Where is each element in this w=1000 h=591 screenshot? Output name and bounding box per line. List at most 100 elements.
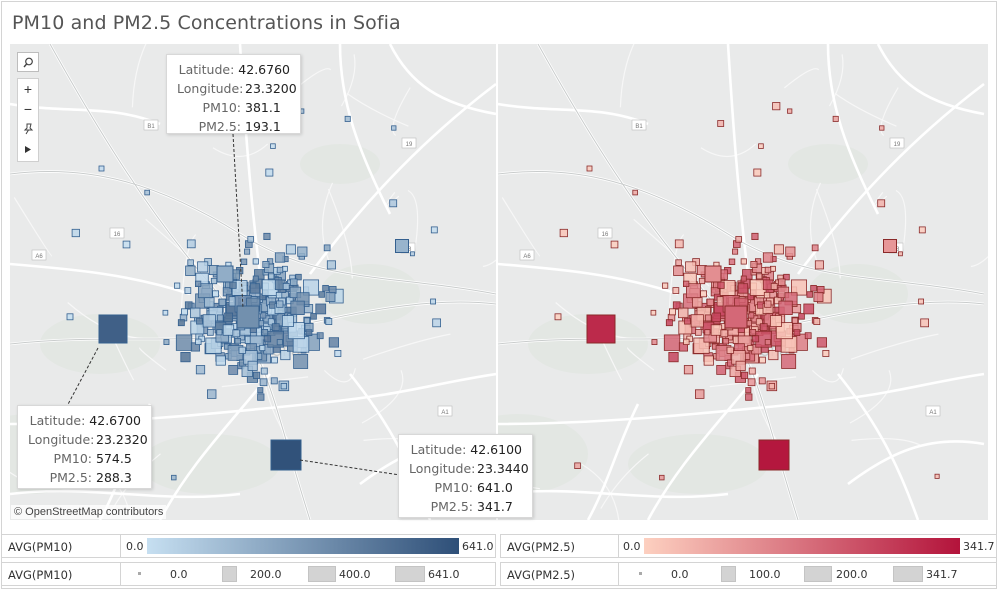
measurement-marker[interactable] (234, 337, 241, 345)
measurement-marker[interactable] (803, 303, 815, 315)
measurement-marker[interactable] (877, 199, 886, 208)
measurement-marker[interactable] (259, 344, 266, 351)
measurement-marker[interactable] (334, 349, 342, 357)
measurement-marker[interactable] (252, 275, 259, 282)
measurement-marker[interactable] (918, 226, 926, 234)
measurement-marker[interactable] (260, 367, 268, 375)
measurement-marker[interactable] (238, 346, 246, 354)
measurement-marker[interactable] (756, 273, 763, 280)
measurement-marker[interactable] (781, 353, 797, 369)
measurement-marker[interactable] (186, 239, 196, 249)
measurement-marker[interactable] (184, 287, 192, 294)
measurement-marker[interactable] (293, 353, 309, 369)
measurement-marker[interactable] (267, 318, 275, 326)
measurement-marker[interactable] (271, 356, 278, 364)
high-concentration-marker[interactable] (216, 265, 234, 283)
measurement-marker[interactable] (184, 301, 193, 309)
measurement-marker[interactable] (290, 300, 305, 316)
measurement-marker[interactable] (813, 318, 821, 326)
measurement-marker[interactable] (218, 298, 226, 306)
measurement-marker[interactable] (276, 300, 284, 308)
measurement-marker[interactable] (747, 344, 754, 351)
measurement-marker[interactable] (768, 349, 779, 361)
measurement-marker[interactable] (685, 261, 697, 273)
measurement-marker[interactable] (677, 307, 689, 319)
measurement-marker[interactable] (668, 308, 676, 316)
measurement-marker[interactable] (659, 474, 665, 481)
measurement-marker[interactable] (197, 261, 209, 273)
measurement-marker[interactable] (249, 283, 261, 294)
map-attribution[interactable]: © OpenStreetMap contributors (11, 505, 167, 519)
measurement-marker[interactable] (197, 283, 213, 299)
measurement-marker[interactable] (790, 279, 807, 296)
measurement-marker[interactable] (194, 280, 202, 288)
measurement-marker[interactable] (665, 319, 673, 327)
measurement-marker[interactable] (758, 377, 766, 385)
measurement-marker[interactable] (711, 312, 721, 323)
measurement-marker[interactable] (280, 349, 291, 361)
measurement-marker[interactable] (748, 367, 756, 375)
measurement-marker[interactable] (122, 240, 131, 249)
measurement-marker[interactable] (753, 168, 762, 177)
measurement-marker[interactable] (326, 260, 336, 270)
measurement-marker[interactable] (216, 314, 224, 322)
measurement-marker[interactable] (662, 282, 669, 289)
measurement-marker[interactable] (703, 355, 714, 366)
measurement-marker[interactable] (694, 328, 702, 336)
high-concentration-marker[interactable] (586, 314, 616, 344)
measurement-marker[interactable] (322, 284, 329, 292)
measurement-marker[interactable] (816, 337, 828, 348)
measurement-marker[interactable] (755, 318, 763, 326)
measurement-marker[interactable] (684, 317, 691, 325)
measurement-marker[interactable] (391, 125, 397, 131)
measurement-marker[interactable] (810, 284, 817, 292)
measurement-marker[interactable] (303, 317, 311, 324)
expand-toolbar-button[interactable] (18, 139, 38, 159)
measurement-marker[interactable] (244, 248, 251, 255)
measurement-marker[interactable] (672, 287, 680, 294)
measurement-marker[interactable] (196, 317, 203, 325)
measurement-marker[interactable] (793, 329, 801, 337)
high-concentration-marker[interactable] (236, 305, 260, 329)
measurement-marker[interactable] (163, 339, 170, 345)
measurement-marker[interactable] (215, 355, 226, 366)
measurement-marker[interactable] (586, 165, 593, 172)
measurement-marker[interactable] (268, 273, 275, 280)
measurement-marker[interactable] (764, 300, 772, 308)
measurement-marker[interactable] (305, 329, 313, 337)
measurement-marker[interactable] (768, 382, 776, 390)
measurement-marker[interactable] (694, 389, 705, 399)
measurement-marker[interactable] (651, 339, 658, 345)
measurement-marker[interactable] (302, 279, 319, 296)
measurement-marker[interactable] (270, 377, 278, 385)
measurement-marker[interactable] (762, 252, 774, 263)
measurement-marker[interactable] (764, 339, 771, 346)
measurement-marker[interactable] (832, 115, 839, 122)
measurement-marker[interactable] (773, 244, 784, 255)
measurement-marker[interactable] (683, 338, 690, 346)
measurement-marker[interactable] (750, 260, 758, 268)
measurement-marker[interactable] (728, 258, 736, 265)
measurement-marker[interactable] (554, 313, 562, 321)
measurement-marker[interactable] (174, 282, 181, 289)
measurement-marker[interactable] (559, 228, 568, 238)
measurement-marker[interactable] (195, 338, 202, 346)
measurement-marker[interactable] (276, 339, 283, 346)
measurement-marker[interactable] (262, 260, 270, 268)
measurement-marker[interactable] (751, 232, 759, 241)
measurement-marker[interactable] (271, 323, 280, 332)
measurement-marker[interactable] (668, 351, 679, 363)
measurement-marker[interactable] (325, 318, 333, 326)
measurement-marker[interactable] (323, 244, 331, 252)
measurement-marker[interactable] (769, 315, 782, 328)
measurement-marker[interactable] (252, 371, 261, 379)
measurement-marker[interactable] (240, 258, 248, 265)
measurement-marker[interactable] (752, 335, 760, 343)
measurement-marker[interactable] (290, 278, 298, 286)
pin-map-button[interactable] (18, 119, 38, 139)
measurement-marker[interactable] (252, 258, 259, 265)
measurement-marker[interactable] (574, 462, 581, 469)
measurement-marker[interactable] (282, 282, 290, 290)
measurement-marker[interactable] (720, 329, 729, 338)
measurement-marker[interactable] (740, 275, 747, 282)
